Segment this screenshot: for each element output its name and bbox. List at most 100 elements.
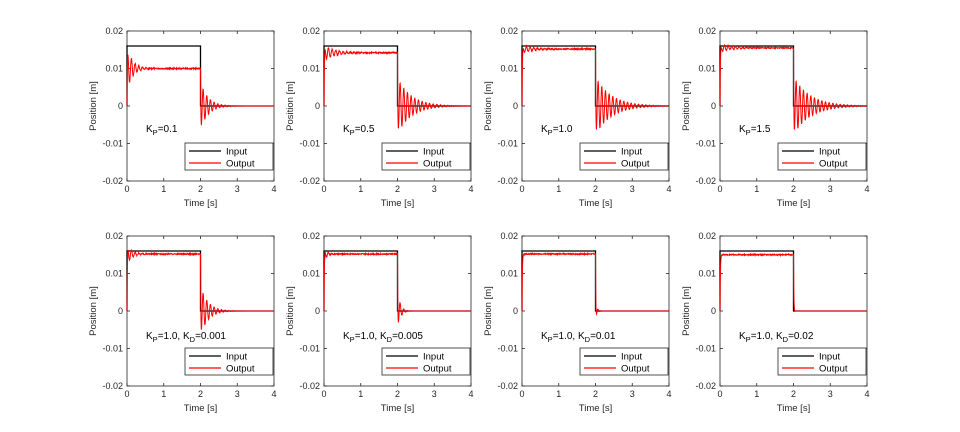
y-tick-label: -0.01	[299, 344, 320, 354]
y-tick-label: 0.02	[500, 231, 518, 241]
output-line	[126, 54, 274, 126]
y-tick-label: 0.02	[698, 231, 716, 241]
y-axis-label: Position [m]	[681, 286, 692, 336]
y-tick-label: 0.02	[105, 231, 123, 241]
x-tick-label: 0	[717, 184, 722, 194]
x-tick-label: 3	[828, 389, 833, 399]
y-tick-label: -0.02	[497, 176, 518, 186]
gain-annotation: KP=1.0, KD=0.001	[146, 331, 226, 344]
x-tick-label: 3	[432, 184, 437, 194]
legend-label-input: Input	[226, 147, 247, 158]
y-tick-label: 0	[711, 101, 716, 111]
y-tick-label: 0.01	[698, 269, 716, 279]
x-tick-label: 2	[198, 184, 203, 194]
y-tick-label: 0	[315, 306, 320, 316]
x-tick-label: 0	[321, 389, 326, 399]
legend-label-output: Output	[819, 159, 848, 170]
legend-label-output: Output	[423, 159, 452, 170]
legend-label-output: Output	[226, 364, 255, 375]
y-tick-label: -0.02	[102, 176, 123, 186]
gain-annotation: KP=1.5	[739, 124, 771, 137]
gain-annotation: KP=1.0	[541, 124, 573, 137]
y-axis-label: Position [m]	[483, 81, 494, 131]
legend-label-output: Output	[621, 159, 650, 170]
x-tick-label: 2	[395, 184, 400, 194]
y-tick-label: 0.02	[302, 231, 320, 241]
y-tick-label: 0.01	[500, 269, 518, 279]
gain-annotation: KP=1.0, KD=0.005	[343, 331, 423, 344]
y-tick-label: 0.02	[302, 26, 320, 36]
subplot-6: 0 1 2 3 4 -0.02 -0.01 0 0.01 0.02 Time [s] Position…	[285, 231, 474, 414]
legend-box	[184, 347, 274, 376]
y-tick-label: 0.01	[105, 64, 123, 74]
x-tick-label: 1	[358, 389, 363, 399]
x-tick-label: 1	[556, 389, 561, 399]
y-tick-label: -0.01	[695, 139, 716, 149]
y-tick-label: -0.01	[102, 344, 123, 354]
x-tick-label: 3	[828, 184, 833, 194]
x-tick-label: 3	[630, 389, 635, 399]
y-tick-label: 0.02	[698, 26, 716, 36]
gain-annotation: KP=1.0, KD=0.02	[739, 331, 814, 344]
x-axis-label: Time [s]	[777, 198, 810, 209]
y-tick-label: -0.01	[497, 139, 518, 149]
x-tick-label: 0	[519, 184, 524, 194]
y-tick-label: -0.01	[497, 344, 518, 354]
x-tick-label: 0	[124, 184, 129, 194]
y-tick-label: 0.02	[105, 26, 123, 36]
x-tick-label: 2	[791, 389, 796, 399]
subplot-5: 0 1 2 3 4 -0.02 -0.01 0 0.01 0.02 Time [s] Position…	[88, 231, 277, 414]
y-tick-label: -0.02	[695, 176, 716, 186]
legend-box	[381, 142, 471, 171]
y-axis-label: Position [m]	[483, 286, 494, 336]
legend-box	[777, 142, 867, 171]
x-tick-label: 1	[161, 184, 166, 194]
x-tick-label: 4	[864, 389, 869, 399]
x-tick-label: 3	[630, 184, 635, 194]
gain-annotation: KP=1.0, KD=0.01	[541, 331, 616, 344]
output-line	[323, 251, 471, 323]
legend-box	[381, 347, 471, 376]
x-tick-label: 0	[124, 389, 129, 399]
output-line	[719, 43, 868, 130]
y-tick-label: 0	[711, 306, 716, 316]
legend-box	[777, 347, 867, 376]
y-tick-label: 0.01	[500, 64, 518, 74]
x-axis-label: Time [s]	[184, 403, 217, 414]
x-tick-label: 4	[271, 389, 276, 399]
legend-box	[579, 142, 669, 171]
output-line	[521, 251, 669, 317]
x-tick-label: 2	[593, 389, 598, 399]
subplot-3: 0 1 2 3 4 -0.02 -0.01 0 0.01 0.02 Time [s] Position…	[483, 26, 672, 209]
legend-label-input: Input	[226, 352, 247, 363]
gain-annotation: KP=0.5	[343, 124, 375, 137]
x-axis-label: Time [s]	[381, 403, 414, 414]
x-axis-label: Time [s]	[777, 403, 810, 414]
legend-label-output: Output	[423, 364, 452, 375]
legend-label-input: Input	[423, 352, 444, 363]
y-tick-label: 0	[315, 101, 320, 111]
legend-label-input: Input	[621, 352, 642, 363]
x-tick-label: 3	[235, 184, 240, 194]
legend-box	[579, 347, 669, 376]
y-tick-label: 0	[118, 306, 123, 316]
x-tick-label: 2	[395, 389, 400, 399]
legend-label-input: Input	[819, 352, 840, 363]
subplot-2: 0 1 2 3 4 -0.02 -0.01 0 0.01 0.02 Time [s] Position…	[285, 26, 474, 209]
x-tick-label: 1	[161, 389, 166, 399]
x-tick-label: 3	[432, 389, 437, 399]
legend-label-input: Input	[819, 147, 840, 158]
x-tick-label: 4	[271, 184, 276, 194]
legend-label-output: Output	[621, 364, 650, 375]
gain-annotation: KP=0.1	[146, 124, 178, 137]
legend-label-input: Input	[423, 147, 444, 158]
y-tick-label: -0.02	[299, 381, 320, 391]
y-axis-label: Position [m]	[681, 81, 692, 131]
output-line	[719, 252, 867, 312]
x-tick-label: 4	[468, 389, 473, 399]
